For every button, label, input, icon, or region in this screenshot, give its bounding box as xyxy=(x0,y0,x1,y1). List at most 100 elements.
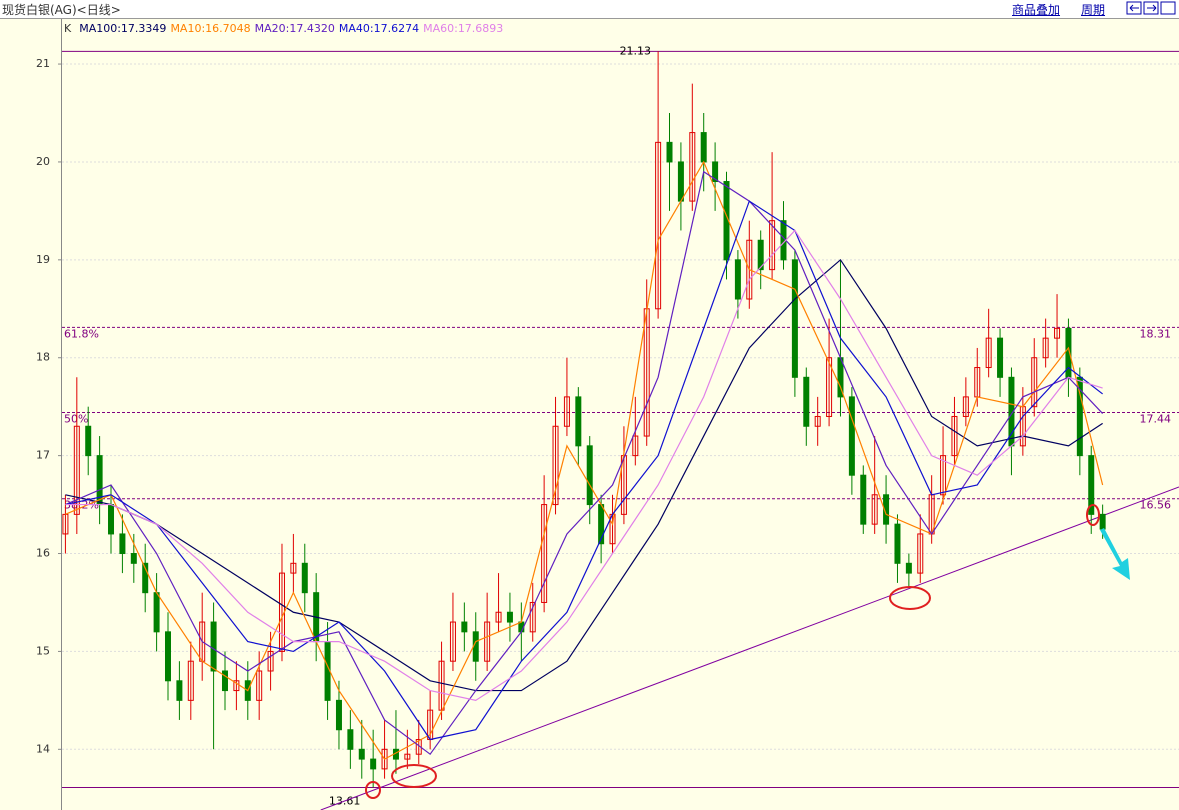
candle-body xyxy=(917,533,924,574)
candle-body xyxy=(506,611,513,623)
title: 现货白银(AG)<日线> xyxy=(2,3,121,17)
candle-body xyxy=(1042,337,1049,359)
candle-body xyxy=(256,670,263,701)
fib-label: 61.8% xyxy=(64,327,99,340)
candle-body xyxy=(119,533,126,555)
candle-body xyxy=(552,425,559,506)
candle-body xyxy=(655,141,662,310)
candle-body xyxy=(871,494,878,525)
arrow xyxy=(1100,528,1130,580)
fib-label: 50% xyxy=(64,413,88,426)
trend-line xyxy=(320,486,1179,810)
candle-body xyxy=(803,376,810,427)
candle-body xyxy=(677,161,684,202)
highlight xyxy=(391,764,437,788)
legend-entry: MA40:17.6274 xyxy=(339,22,419,35)
fib-value: 18.31 xyxy=(1140,327,1172,340)
ma-line xyxy=(65,229,1103,701)
y-tick-label: 17 xyxy=(36,449,50,462)
candle-body xyxy=(210,621,217,672)
candle-body xyxy=(153,592,160,633)
candle-body xyxy=(529,601,536,633)
legend-entry: MA10:16.7048 xyxy=(170,22,250,35)
candle-body xyxy=(666,141,673,163)
candle-body xyxy=(461,621,468,633)
overlay-button[interactable]: 商品叠加 xyxy=(1012,3,1061,17)
candle-body xyxy=(381,748,388,770)
candle-body xyxy=(985,337,992,369)
candle-body xyxy=(746,239,753,300)
candle-body xyxy=(404,753,411,760)
extreme-label: 21.13 xyxy=(620,44,652,57)
candle-body xyxy=(85,425,92,457)
candle-body xyxy=(1031,357,1038,408)
y-tick-label: 21 xyxy=(36,57,50,70)
candle-body xyxy=(233,680,240,692)
ma-line xyxy=(65,200,1103,741)
ma-line xyxy=(65,258,1103,692)
candle-body xyxy=(769,220,776,271)
candle-body xyxy=(221,670,228,692)
candle-body xyxy=(187,660,194,701)
fib-value: 17.44 xyxy=(1140,413,1172,426)
y-tick-label: 15 xyxy=(36,644,50,657)
candle-body xyxy=(586,445,593,506)
candle-body xyxy=(176,680,183,701)
legend-prefix: K xyxy=(64,22,72,35)
y-tick-label: 16 xyxy=(36,547,50,560)
candle-body xyxy=(1088,455,1095,515)
candle-body xyxy=(951,415,958,457)
highlight xyxy=(889,586,931,610)
candle-body xyxy=(563,396,570,427)
legend-entry: MA100:17.3349 xyxy=(79,22,166,35)
ma-line xyxy=(65,170,1104,756)
candle-body xyxy=(335,699,342,731)
candle-body xyxy=(370,758,377,770)
candle-body xyxy=(962,396,969,417)
period-button[interactable]: 周期 xyxy=(1081,3,1106,17)
y-tick-label: 19 xyxy=(36,253,50,266)
y-tick-label: 20 xyxy=(36,155,50,168)
candle-body xyxy=(73,425,80,515)
y-tick-label: 14 xyxy=(36,742,50,755)
candle-body xyxy=(905,562,912,574)
nav-icons[interactable] xyxy=(1126,1,1178,16)
candle-body xyxy=(1076,376,1083,457)
toolbar: 现货白银(AG)<日线> 商品叠加 周期 xyxy=(0,0,1179,19)
candle-body xyxy=(347,729,354,750)
candle-body xyxy=(1099,513,1106,530)
highlight xyxy=(365,781,381,799)
candle-body xyxy=(700,132,707,163)
candle-body xyxy=(290,562,297,574)
legend-entry: MA20:17.4320 xyxy=(255,22,335,35)
y-tick-label: 18 xyxy=(36,351,50,364)
candle-body xyxy=(449,621,456,662)
candle-body xyxy=(757,239,764,271)
candle-body xyxy=(575,396,582,447)
annotations xyxy=(365,504,1130,799)
candle-body xyxy=(632,435,639,457)
candle-body xyxy=(165,631,172,682)
candle-body xyxy=(712,161,719,183)
candle-body xyxy=(358,748,365,760)
candle-body xyxy=(495,611,502,623)
ma-line xyxy=(65,160,1104,760)
candle-body xyxy=(860,474,867,525)
candle-body xyxy=(791,259,798,378)
candle-body xyxy=(130,553,137,564)
candle-body xyxy=(997,337,1004,378)
candle-body xyxy=(940,455,947,496)
fib-value: 16.56 xyxy=(1140,499,1172,512)
candle-body xyxy=(848,396,855,476)
candle-body xyxy=(734,259,741,300)
candle-body xyxy=(484,621,491,662)
candle-body xyxy=(267,650,274,672)
candle-body xyxy=(1054,327,1061,339)
highlight xyxy=(1086,504,1100,526)
candle-body xyxy=(108,504,115,535)
candle-body xyxy=(826,357,833,417)
candle-body xyxy=(142,562,149,594)
candle-body xyxy=(883,494,890,525)
candle-body xyxy=(814,415,821,427)
